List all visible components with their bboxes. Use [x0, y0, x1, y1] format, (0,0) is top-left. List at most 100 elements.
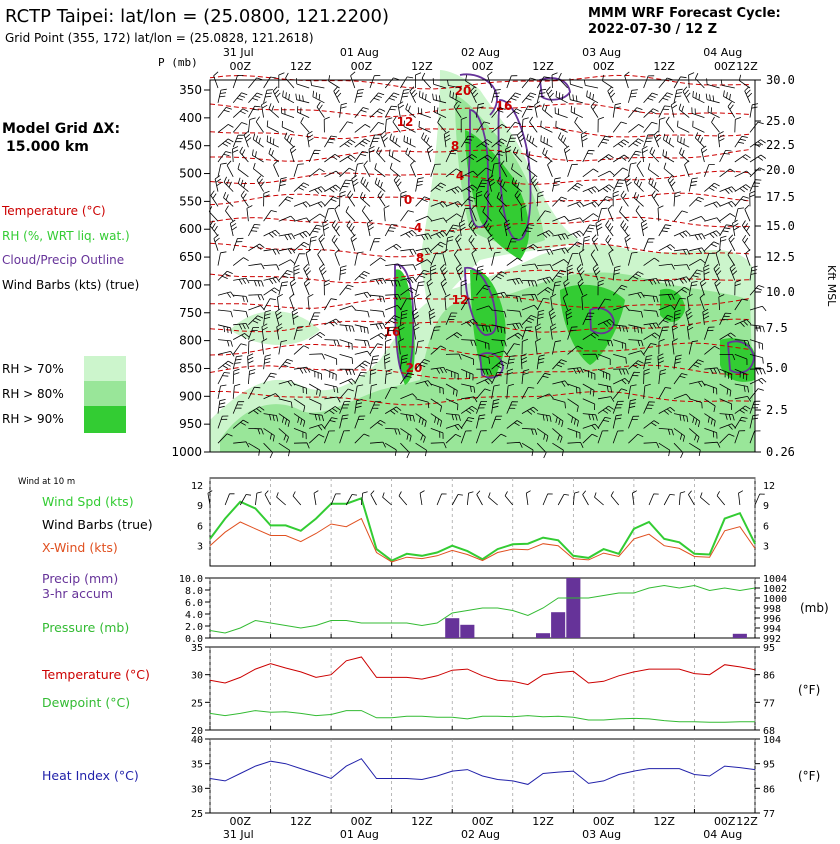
legend-rh: RH (%, WRT liq. wat.) — [2, 229, 130, 243]
top-hour-label: 12Z — [653, 60, 675, 73]
right-tick-label: 86 — [763, 784, 775, 795]
wind-barb — [460, 116, 467, 133]
wind-barb — [699, 278, 707, 296]
wind-barb — [278, 340, 288, 355]
wind-left-tick-label: 9 — [197, 501, 203, 512]
wind-barb — [293, 428, 307, 440]
cloud-outline-3 — [497, 99, 532, 241]
wind-barb — [248, 105, 261, 118]
wind-barb — [734, 298, 748, 311]
wind-barb — [719, 383, 732, 397]
wind-barb — [440, 264, 448, 281]
temperature-contour-label: 12 — [397, 115, 414, 129]
wind-barb — [597, 135, 611, 148]
wind-barb — [597, 298, 611, 311]
sounding-frame — [209, 79, 756, 453]
wind-barb — [608, 249, 614, 266]
wind-barb — [582, 312, 595, 325]
wind-barb — [628, 415, 640, 429]
wind-barb — [547, 160, 553, 177]
wind-barb — [476, 339, 490, 350]
wind-barb — [487, 234, 494, 251]
wind-barb — [347, 190, 356, 207]
wind-right-tick-label: 6 — [763, 521, 769, 532]
wind-barb — [582, 213, 599, 222]
wind-barb — [460, 184, 478, 193]
wind-barb — [398, 338, 405, 355]
wind-barb — [369, 441, 386, 448]
wind-barb — [749, 388, 764, 400]
wind-barb — [586, 90, 599, 104]
wind-barb — [468, 220, 477, 237]
wind-barb — [210, 190, 219, 207]
wind-barb — [384, 386, 398, 399]
wind-barb — [658, 338, 665, 355]
wind-barb — [460, 298, 474, 311]
wind-barb — [628, 324, 643, 334]
wind-barb — [704, 383, 718, 395]
right-tick-label: 1002 — [763, 584, 787, 595]
wind-barb — [232, 343, 247, 355]
wind-barb — [628, 399, 637, 414]
wind-barb — [643, 355, 653, 370]
wind-barb — [719, 312, 732, 325]
wind-barb — [455, 263, 464, 281]
wind-barb — [476, 401, 487, 414]
wind-barb — [607, 86, 616, 103]
wind-barb — [673, 276, 691, 284]
wind-barb — [749, 103, 759, 118]
wind-barb — [491, 371, 504, 385]
wind-barb — [682, 86, 691, 103]
wind-barb — [461, 318, 478, 327]
temperature-contour — [209, 170, 751, 185]
wind-barb — [432, 78, 447, 89]
wind-barb — [592, 263, 601, 281]
pressure-tick-label: 550 — [179, 194, 202, 208]
wind-barb — [418, 120, 431, 133]
wind-barb — [440, 278, 447, 296]
wind-barb — [324, 184, 341, 193]
wind-barb — [324, 383, 339, 394]
wind-barb — [369, 401, 382, 414]
wind-barb — [567, 413, 579, 427]
wind-barb — [232, 368, 240, 385]
wind-barb — [673, 191, 681, 207]
temperature-contour-label: 4 — [414, 221, 422, 235]
wind-barb — [400, 428, 412, 442]
wind-barb — [232, 355, 243, 370]
wind-barb — [491, 162, 500, 177]
temperature-contour-label: 16 — [496, 99, 513, 113]
wind-barb — [728, 234, 736, 251]
wind-barb — [734, 368, 748, 381]
wind-barb — [628, 350, 645, 356]
wind-barb — [749, 339, 764, 350]
top-hour-label: 12Z — [411, 60, 433, 73]
precip-bar — [460, 624, 475, 638]
wind-barb — [217, 384, 227, 399]
pressure-tick-label: 600 — [179, 222, 202, 236]
wind-barb — [345, 206, 356, 222]
wind-barb — [303, 278, 311, 296]
bottom-hour-label: 12Z — [411, 815, 433, 828]
top-day-label: 02 Aug — [461, 46, 500, 59]
wind-barb — [339, 388, 354, 400]
wind-barb — [309, 383, 321, 397]
wind-barb — [643, 134, 654, 148]
wind-barb — [217, 360, 234, 370]
wind-barb — [278, 281, 288, 296]
surface-wind-barb — [330, 493, 341, 506]
wind-barb — [445, 168, 462, 178]
wind-barb — [309, 398, 322, 411]
wind-barb — [278, 233, 296, 241]
wind-barb — [663, 133, 675, 148]
wind-barb — [430, 367, 447, 374]
bottom-hour-label: 00Z — [714, 815, 736, 828]
wind-barb — [483, 220, 492, 237]
wind-barb — [293, 442, 310, 449]
wind-barb — [673, 428, 685, 442]
wind-barb — [719, 368, 733, 380]
surface-wind-barb — [276, 492, 286, 506]
wind-barb — [208, 206, 219, 222]
wind-barb — [552, 380, 569, 387]
wind-barb — [689, 258, 706, 266]
